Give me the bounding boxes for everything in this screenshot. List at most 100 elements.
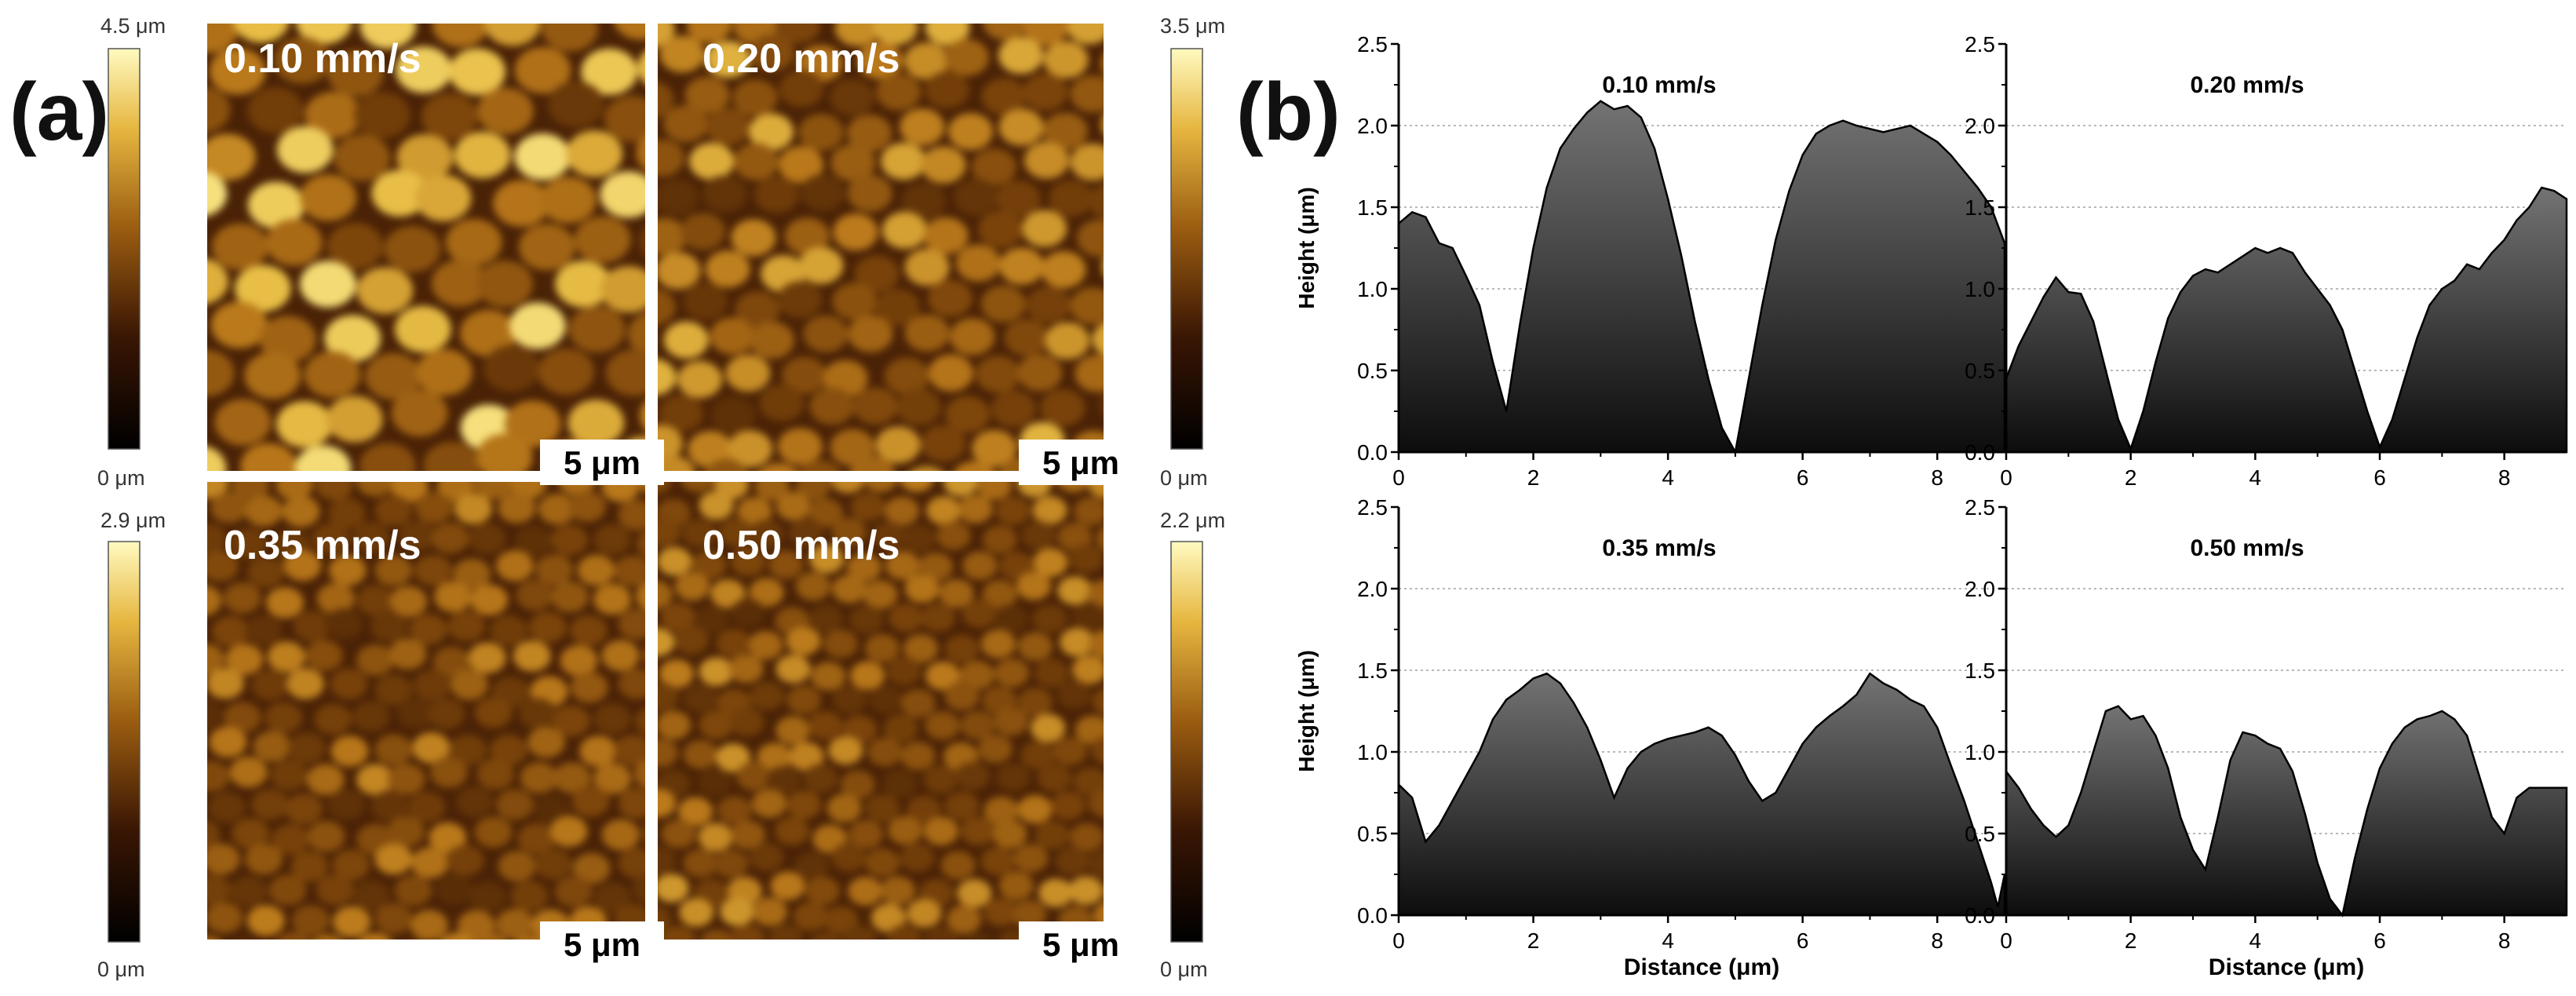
afm-grain [387,763,425,795]
afm-grain [943,482,979,497]
afm-grain [207,585,222,616]
afm-grain [468,881,506,913]
afm-grain [245,615,283,646]
afm-grain [811,662,846,691]
afm-grain [754,482,790,501]
afm-grain [1104,604,1139,632]
afm-grain [518,224,575,271]
colorbar-min-label: 0 μm [1160,466,1208,490]
afm-grain [551,581,589,613]
speed-label: 0.35 mm/s [224,523,421,568]
afm-grain [394,305,451,353]
x-tick-label: 6 [1797,465,1809,490]
afm-grain [476,758,515,790]
afm-grain [924,925,959,939]
afm-grain [1034,820,1070,849]
afm-grain [830,429,875,466]
afm-grain [725,354,771,392]
afm-grain [554,876,593,907]
afm-grain [374,674,413,706]
afm-grain [330,735,369,767]
afm-grain [1113,653,1148,681]
afm-grain [983,897,1019,927]
afm-grain [1075,715,1104,745]
afm-grain [244,352,301,399]
afm-grain [265,702,303,734]
afm-grain [207,171,228,217]
colorbar-min-label: 0 μm [1160,958,1208,981]
afm-grain [748,630,783,660]
afm-grain [274,37,330,84]
afm-grain [1112,494,1147,522]
afm-grain [314,935,341,939]
afm-grain [549,815,588,848]
afm-grain [566,130,623,177]
afm-grain [356,764,394,795]
afm-grain [661,819,696,848]
afm-grain [277,932,309,939]
afm-grain [636,135,645,170]
afm-grain [993,604,1029,633]
afm-grain [980,285,1026,323]
afm-grain [683,283,728,320]
afm-grain [977,734,1013,764]
colorbar-min-label: 0 μm [97,958,145,981]
afm-grain [786,790,822,819]
afm-grain [729,707,764,737]
chart-title: 0.50 mm/s [2190,535,2304,561]
afm-grain [1026,286,1071,323]
afm-grain [643,648,645,662]
afm-grain [636,531,645,557]
afm-grain [663,105,709,143]
speed-label: 0.50 mm/s [702,523,900,568]
afm-grain [618,668,645,699]
afm-grain [831,843,867,872]
afm-grain [327,789,366,820]
afm-grain [207,259,228,305]
afm-grain [371,170,429,217]
afm-grain [300,174,357,221]
afm-grain [374,843,413,875]
afm-grain [775,24,821,44]
afm-grain [447,610,486,642]
afm-grain [832,575,867,604]
afm-grain [710,579,746,608]
afm-grain [679,898,714,927]
afm-grain [614,24,645,40]
afm-grain [632,874,645,903]
afm-grain [994,707,1029,736]
scale-bar-box [1019,440,1143,485]
afm-grain [207,133,256,181]
afm-grain [658,682,679,712]
afm-grain [921,425,966,462]
afm-grain [999,247,1045,285]
afm-grain [1034,659,1069,688]
afm-grain [940,851,976,880]
afm-grain [315,482,353,501]
afm-grain [640,402,645,429]
afm-grain [324,315,381,362]
afm-grain [939,578,974,608]
afm-grain [316,874,354,906]
afm-grain [983,24,1028,41]
afm-grain [699,491,734,520]
afm-grain [473,932,505,939]
afm-grain [1056,680,1092,710]
afm-grain [680,482,715,493]
afm-grain [882,211,928,249]
afm-image-1 [207,24,645,471]
afm-grain [1088,789,1104,818]
afm-grain [880,876,916,905]
afm-grain [600,171,645,218]
afm-grain [407,791,446,823]
afm-grain [1041,251,1086,289]
y-tick-label: 1.0 [1357,277,1388,301]
afm-grain [831,517,867,546]
afm-grain [207,761,230,792]
afm-grain [207,523,228,554]
colorbar-4: 2.2 μm 0 μm [1160,509,1225,981]
afm-grain [1040,389,1085,427]
x-tick-label: 0 [2000,929,2012,953]
afm-grain [927,279,973,317]
afm-grain [223,582,261,614]
